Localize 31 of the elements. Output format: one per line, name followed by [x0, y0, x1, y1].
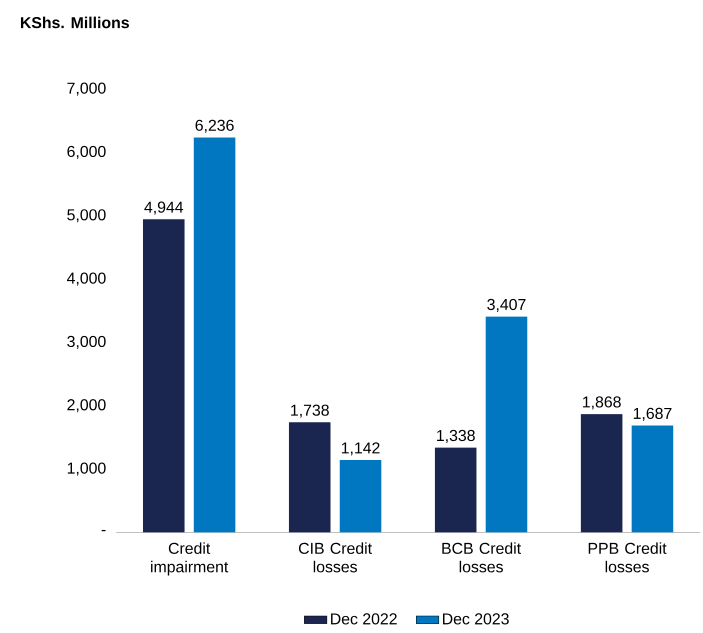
bar: [340, 460, 382, 532]
bar: [434, 447, 476, 532]
data-label: 4,944: [144, 201, 184, 214]
x-tick-label: PPB Credit losses: [588, 542, 667, 572]
legend-label: Dec 2022: [331, 613, 397, 624]
x-tick-label: Credit impairment: [151, 542, 228, 576]
data-label: 6,236: [196, 120, 234, 133]
bar: [580, 414, 622, 532]
bar: [194, 137, 236, 532]
bar: [142, 219, 185, 532]
y-tick-label: 3,000: [67, 336, 106, 349]
y-tick-label: 5,000: [67, 209, 106, 222]
y-axis-title: KShs. Millions: [20, 16, 129, 28]
data-label: 1,738: [291, 404, 329, 418]
data-label: 3,407: [487, 298, 526, 312]
data-label: 1,338: [437, 430, 475, 443]
legend-label: Dec 2023: [443, 613, 509, 624]
bar: [486, 316, 528, 532]
data-label: 1,868: [583, 396, 621, 410]
y-tick-label: -: [102, 530, 106, 532]
y-tick-label: 2,000: [67, 399, 106, 412]
x-tick-label: CIB Credit losses: [298, 542, 372, 572]
bar: [632, 425, 674, 532]
bar: [288, 422, 331, 532]
y-tick-label: 7,000: [67, 82, 106, 96]
data-label: 1,687: [634, 408, 672, 421]
data-label: 1,142: [342, 442, 380, 456]
y-tick-label: 6,000: [67, 146, 106, 159]
y-tick-label: 4,000: [67, 272, 106, 286]
x-tick-label: BCB Credit losses: [442, 542, 521, 572]
y-tick-label: 1,000: [68, 462, 106, 476]
